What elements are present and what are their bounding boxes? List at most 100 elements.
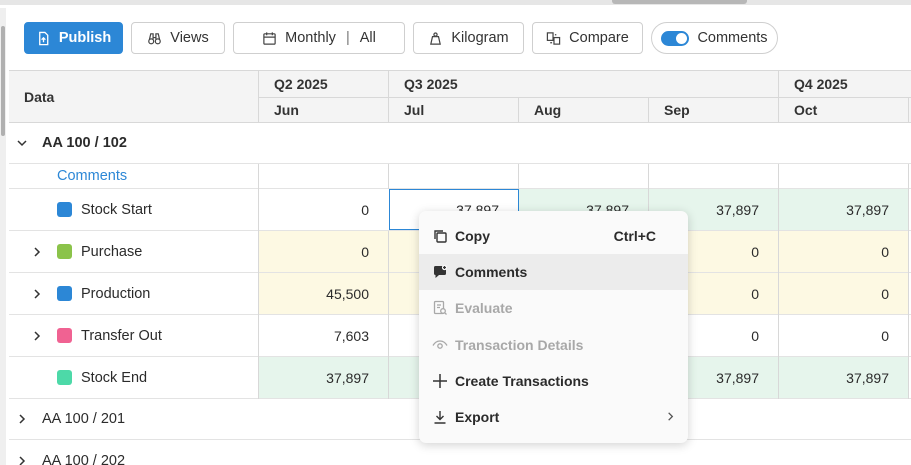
period-selector[interactable]: Monthly | All (233, 22, 405, 54)
comment-icon (431, 264, 448, 281)
header-vline (518, 97, 519, 123)
row-label-text: Stock End (81, 369, 148, 386)
cell[interactable]: 0 (361, 201, 369, 218)
chevron-right-icon (665, 409, 676, 425)
top-scrollbar[interactable] (0, 0, 911, 5)
download-icon (431, 409, 448, 426)
menu-item-label: Transaction Details (455, 337, 584, 353)
binoculars-icon (148, 32, 162, 44)
period-separator: | (345, 30, 350, 46)
views-label: Views (170, 30, 209, 46)
grid-vline (648, 164, 649, 189)
color-swatch (57, 202, 72, 217)
group-label: AA 100 / 201 (42, 411, 126, 427)
cell[interactable]: 0 (779, 231, 908, 272)
color-swatch (57, 244, 72, 259)
menu-item-export[interactable]: Export (419, 399, 688, 435)
cell[interactable]: 0 (259, 231, 388, 272)
row-label-transfer-out: Transfer Out (57, 315, 162, 356)
month-header-oct[interactable]: Oct (794, 102, 818, 118)
group-row[interactable]: AA 100 / 102 (9, 123, 911, 164)
grid-vline (388, 315, 389, 357)
publish-button[interactable]: Publish (24, 22, 123, 54)
header-divider (259, 97, 911, 98)
row-label-text: Purchase (81, 243, 143, 260)
header-vline (648, 97, 649, 123)
eye-icon (431, 337, 448, 354)
month-header-sep[interactable]: Sep (664, 102, 690, 118)
cell[interactable]: 0 (779, 273, 908, 314)
color-swatch (57, 370, 72, 385)
month-header-jun[interactable]: Jun (274, 102, 299, 118)
grid-vline (778, 273, 779, 315)
plus-icon (431, 373, 448, 390)
chevron-down-icon[interactable] (16, 123, 28, 163)
menu-item-label: Create Transactions (455, 373, 589, 389)
color-swatch (57, 286, 72, 301)
data-column-header[interactable]: Data (24, 89, 55, 105)
context-menu: Copy Ctrl+C Comments Evaluate Transactio… (419, 211, 688, 443)
group-label: AA 100 / 202 (42, 452, 126, 465)
menu-item-create-transactions[interactable]: Create Transactions (419, 363, 688, 399)
publish-label: Publish (58, 30, 112, 46)
grid-vline (778, 315, 779, 357)
menu-item-label: Comments (455, 264, 528, 280)
chevron-right-icon[interactable] (31, 273, 43, 314)
left-scrollbar-thumb[interactable] (1, 26, 5, 136)
row-label-purchase: Purchase (57, 231, 142, 272)
menu-item-evaluate[interactable]: Evaluate (419, 290, 688, 326)
chevron-right-icon[interactable] (16, 440, 28, 465)
cell[interactable]: 45,500 (259, 273, 388, 314)
compare-icon (546, 31, 561, 45)
grid-vline (908, 189, 909, 231)
quarter-header-q4: Q4 2025 (794, 76, 848, 92)
grid-vline (388, 273, 389, 315)
menu-item-copy[interactable]: Copy Ctrl+C (419, 218, 688, 254)
menu-item-label: Copy (455, 228, 490, 244)
weight-icon (430, 31, 442, 45)
comments-toggle-button[interactable]: Comments (651, 22, 778, 54)
cell[interactable]: 37,897 (779, 357, 908, 398)
grid-header: Data Q2 2025 Q3 2025 Q4 2025 Jun Jul Aug… (9, 71, 911, 123)
cell[interactable]: 0 (881, 327, 889, 344)
month-header-aug[interactable]: Aug (534, 102, 562, 118)
row-label-stock-end: Stock End (57, 357, 147, 398)
cell[interactable]: 7,603 (333, 327, 369, 344)
grid-vline (258, 164, 259, 189)
comments-row: Comments (9, 164, 911, 189)
publish-icon (38, 31, 49, 45)
month-header-jul[interactable]: Jul (404, 102, 425, 118)
comments-row-label[interactable]: Comments (57, 168, 128, 184)
chevron-right-icon[interactable] (31, 231, 43, 272)
chevron-right-icon[interactable] (31, 315, 43, 356)
grid-vline (388, 164, 389, 189)
grid-vline (778, 164, 779, 189)
menu-item-transaction-details[interactable]: Transaction Details (419, 327, 688, 363)
cell[interactable]: 0 (751, 327, 759, 344)
row-label-production: Production (57, 273, 150, 314)
quarter-header-q2: Q2 2025 (274, 76, 328, 92)
left-scrollbar[interactable] (0, 8, 6, 465)
evaluate-icon (431, 300, 448, 317)
comments-toggle-switch[interactable] (661, 30, 690, 46)
chevron-right-icon[interactable] (16, 399, 28, 439)
grid-vline (258, 189, 259, 231)
row-label-text: Transfer Out (81, 327, 162, 344)
row-label-text: Production (81, 285, 151, 302)
cell[interactable]: 37,897 (779, 189, 908, 230)
compare-label: Compare (569, 30, 629, 46)
grid-vline (778, 357, 779, 399)
header-vline (778, 71, 779, 123)
calendar-icon (263, 31, 276, 45)
compare-button[interactable]: Compare (532, 22, 643, 54)
quarter-header-q3: Q3 2025 (404, 76, 458, 92)
top-scrollbar-thumb[interactable] (612, 0, 747, 4)
grid-vline (908, 357, 909, 399)
views-button[interactable]: Views (131, 22, 225, 54)
unit-selector[interactable]: Kilogram (413, 22, 524, 54)
group-row[interactable]: AA 100 / 202 (9, 440, 911, 465)
cell[interactable]: 37,897 (259, 357, 388, 398)
grid-vline (778, 189, 779, 231)
menu-item-comments[interactable]: Comments (419, 254, 688, 290)
header-vline (908, 97, 909, 123)
